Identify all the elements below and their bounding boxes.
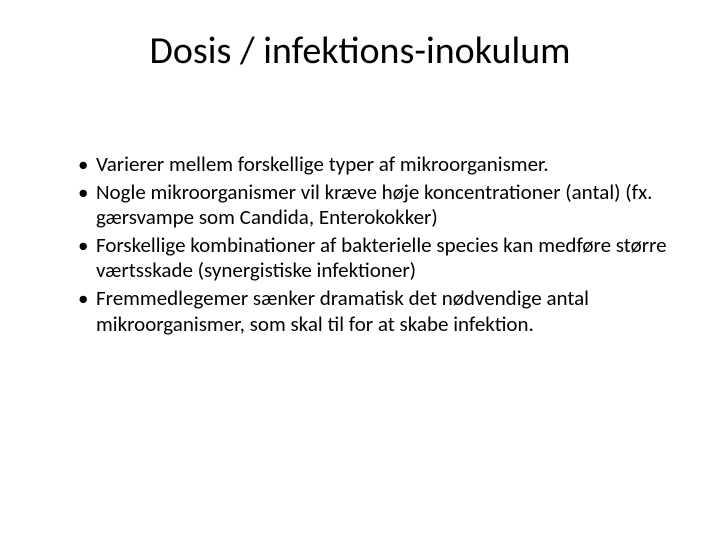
list-item: Varierer mellem forskellige typer af mik… xyxy=(78,152,670,178)
slide-title: Dosis / infektions-inokulum xyxy=(50,28,670,74)
list-item: Nogle mikroorganismer vil kræve høje kon… xyxy=(78,180,670,231)
slide-container: Dosis / infektions-inokulum Varierer mel… xyxy=(0,0,720,540)
bullet-list: Varierer mellem forskellige typer af mik… xyxy=(50,152,670,337)
list-item: Fremmedlegemer sænker dramatisk det nødv… xyxy=(78,286,670,337)
list-item: Forskellige kombinationer af bakterielle… xyxy=(78,233,670,284)
